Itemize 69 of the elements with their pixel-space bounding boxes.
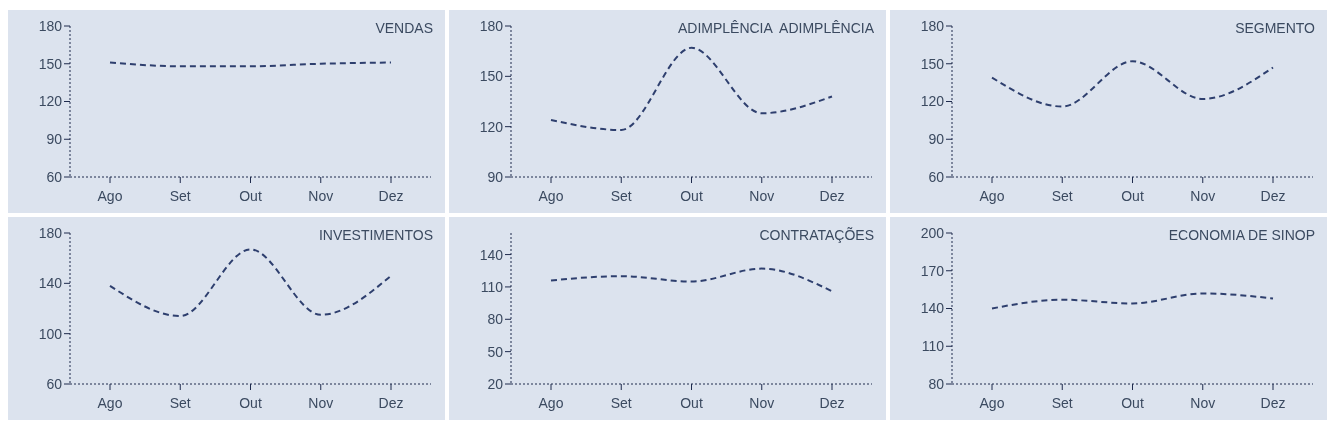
chart-title: VENDAS (375, 20, 433, 36)
x-tick-label: Out (239, 394, 262, 411)
y-tick-label: 180 (479, 17, 504, 34)
y-tick-label: 150 (479, 68, 504, 85)
y-tick-label: 60 (46, 168, 63, 185)
chart-title: SEGMENTO (1235, 20, 1315, 36)
x-tick-label: Dez (819, 187, 845, 204)
y-tick-label: 120 (38, 93, 63, 110)
x-tick-label: Out (680, 394, 703, 411)
x-tick-label: Set (610, 394, 632, 411)
y-tick-label: 180 (920, 17, 945, 34)
x-tick-label: Ago (97, 187, 123, 204)
x-tick-label: Dez (378, 394, 404, 411)
x-tick-label: Ago (538, 187, 564, 204)
y-tick-label: 180 (38, 17, 63, 34)
y-tick-label: 90 (46, 131, 63, 148)
x-tick-label: Out (239, 187, 262, 204)
x-tick-label: Out (1121, 187, 1144, 204)
x-tick-label: Set (1051, 394, 1073, 411)
y-tick-label: 200 (920, 224, 945, 241)
line-series (550, 46, 833, 132)
line-series (109, 248, 392, 318)
y-tick-label: 90 (928, 131, 945, 148)
x-tick-label: Out (1121, 394, 1144, 411)
y-tick-label: 120 (479, 118, 504, 135)
x-tick-label: Dez (1260, 394, 1286, 411)
x-tick-label: Set (1051, 187, 1073, 204)
y-tick-label: 140 (38, 275, 63, 292)
y-tick-label: 110 (921, 338, 945, 355)
y-tick-label: 140 (920, 300, 945, 317)
x-tick-label: Nov (1190, 394, 1216, 411)
x-tick-label: Set (169, 394, 191, 411)
y-tick-label: 80 (928, 375, 945, 392)
x-tick-label: Nov (308, 394, 334, 411)
chart-title: ADIMPLÊNCIA ADIMPLÊNCIA (677, 20, 874, 36)
y-tick-label: 170 (920, 262, 945, 279)
x-tick-label: Dez (1260, 187, 1286, 204)
y-tick-label: 100 (38, 325, 63, 342)
y-tick-label: 150 (38, 55, 63, 72)
y-tick-label: 110 (480, 278, 504, 295)
y-tick-label: 150 (920, 55, 945, 72)
x-tick-label: Nov (308, 187, 334, 204)
y-tick-label: 20 (487, 375, 504, 392)
y-tick-label: 50 (487, 343, 504, 360)
x-tick-label: Dez (378, 187, 404, 204)
y-tick-label: 80 (487, 311, 504, 328)
line-series (550, 267, 833, 293)
x-tick-label: Set (610, 187, 632, 204)
x-tick-label: Ago (979, 394, 1005, 411)
x-tick-label: Ago (979, 187, 1005, 204)
x-tick-label: Ago (538, 394, 564, 411)
y-tick-label: 180 (38, 224, 63, 241)
x-tick-label: Nov (749, 394, 775, 411)
chart-title: CONTRATAÇÕES (759, 227, 874, 243)
y-tick-label: 90 (487, 168, 504, 185)
x-tick-label: Nov (1190, 187, 1216, 204)
x-tick-label: Dez (819, 394, 845, 411)
x-tick-label: Out (680, 187, 703, 204)
y-tick-label: 120 (920, 93, 945, 110)
chart-title: INVESTIMENTOS (318, 227, 433, 243)
x-tick-label: Ago (97, 394, 123, 411)
x-tick-label: Set (169, 187, 191, 204)
line-series (991, 60, 1274, 108)
y-tick-label: 60 (46, 375, 63, 392)
x-tick-label: Nov (749, 187, 775, 204)
y-tick-label: 60 (928, 168, 945, 185)
chart-title: ECONOMIA DE SINOP (1168, 227, 1315, 243)
line-series (991, 292, 1274, 310)
y-tick-label: 140 (479, 246, 504, 263)
